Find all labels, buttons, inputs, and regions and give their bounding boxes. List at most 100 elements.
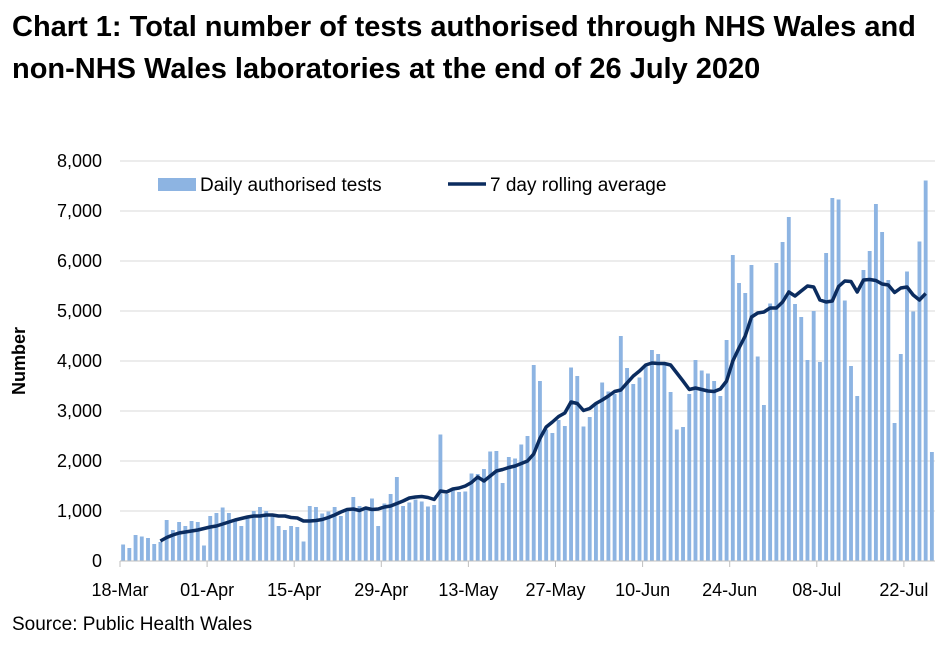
bar: [357, 506, 362, 561]
bar: [662, 365, 667, 561]
bar: [394, 477, 399, 561]
bar: [146, 538, 150, 561]
y-tick-label: 2,000: [57, 451, 102, 471]
bar: [388, 494, 393, 561]
bar: [220, 507, 225, 561]
bar: [768, 303, 773, 561]
x-tick-label: 08-Jul: [792, 580, 841, 600]
bar: [718, 396, 723, 561]
x-tick-labels: 18-Mar 01-Apr 15-Apr 29-Apr 13-May 27-May 10-J…: [91, 580, 928, 600]
bar: [469, 473, 474, 561]
bar: [164, 520, 169, 561]
legend-bar-label: Daily authorised tests: [200, 175, 382, 196]
source-note: Source: Public Health Wales: [12, 614, 253, 635]
bar: [251, 511, 256, 561]
bar: [618, 336, 623, 561]
bar: [780, 242, 785, 561]
bar: [494, 451, 499, 561]
legend-bar-swatch: [158, 178, 196, 191]
bar: [463, 491, 468, 561]
bar: [880, 232, 885, 561]
bar: [351, 497, 356, 561]
bar: [737, 283, 741, 561]
y-tick-label: 6,000: [57, 251, 102, 271]
y-tick-labels: 0 1,000 2,000 3,000 4,000 5,000 6,000 7,000 8,00…: [57, 151, 102, 571]
line-series: [159, 277, 927, 543]
bar: [631, 384, 636, 561]
bar: [873, 204, 878, 561]
bar: [444, 494, 449, 561]
bar: [338, 516, 343, 561]
bar: [301, 541, 306, 561]
bar: [457, 492, 461, 561]
x-tick-label: 29-Apr: [354, 580, 408, 600]
bar: [152, 544, 157, 561]
bar: [923, 180, 928, 561]
bar: [681, 427, 685, 561]
bar: [625, 368, 629, 561]
bar: [407, 502, 412, 561]
bar: [295, 527, 300, 561]
bar: [643, 365, 648, 561]
bar: [749, 265, 754, 561]
bar: [911, 311, 916, 561]
bar: [245, 518, 250, 561]
bar: [600, 382, 605, 561]
chart-title: Chart 1: Total number of tests authorise…: [12, 11, 916, 85]
bar: [531, 365, 536, 561]
bar: [426, 506, 430, 561]
bar: [314, 507, 318, 561]
bar: [562, 426, 567, 561]
x-tick-label: 10-Jun: [615, 580, 670, 600]
bar: [811, 311, 816, 561]
bar: [382, 503, 387, 561]
bar: [668, 392, 673, 561]
bar: [282, 530, 287, 561]
x-tick-label: 24-Jun: [702, 580, 757, 600]
bar: [917, 241, 922, 561]
x-tick-label: 18-Mar: [91, 580, 148, 600]
bar: [432, 505, 437, 561]
bar: [513, 458, 517, 561]
legend: Daily authorised tests 7 day rolling ave…: [158, 175, 666, 196]
axes: [119, 560, 935, 567]
bar: [264, 511, 269, 561]
bar: [239, 526, 244, 561]
bar: [898, 354, 903, 561]
bar: [556, 420, 561, 561]
bar: [320, 513, 325, 561]
bar: [861, 270, 866, 561]
bar: [656, 354, 661, 561]
bar: [929, 452, 934, 561]
bar: [189, 521, 194, 561]
bar: [307, 506, 312, 561]
y-tick-label: 8,000: [57, 151, 102, 171]
bar: [830, 198, 835, 561]
bar: [183, 526, 188, 561]
bar: [587, 417, 592, 561]
bar: [401, 506, 406, 561]
bar: [649, 350, 654, 561]
bar: [506, 457, 511, 561]
y-axis-label: Number: [9, 327, 29, 395]
bar: [488, 451, 493, 561]
bar: [612, 394, 617, 561]
bar: [824, 253, 829, 561]
bar: [761, 405, 766, 561]
bar: [376, 526, 381, 561]
x-tick-label: 22-Jul: [879, 580, 928, 600]
bar: [606, 391, 611, 561]
bar: [544, 429, 549, 561]
y-tick-label: 1,000: [57, 501, 102, 521]
bar: [699, 370, 704, 561]
bar: [133, 535, 138, 561]
bar: [270, 516, 275, 561]
bar: [419, 501, 424, 561]
bar: [208, 516, 213, 561]
bar: [332, 507, 337, 561]
bar: [158, 542, 163, 561]
x-tick-label: 01-Apr: [180, 580, 234, 600]
bar: [127, 548, 132, 561]
bar: [730, 255, 735, 561]
bar: [575, 376, 580, 561]
